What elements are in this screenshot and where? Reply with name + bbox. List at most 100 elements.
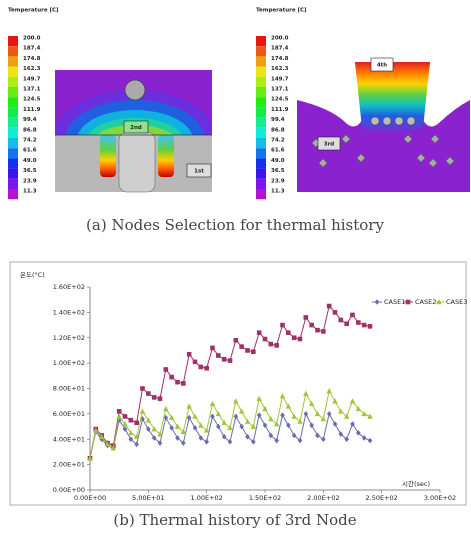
scale-label: 162.3	[271, 66, 289, 72]
point	[274, 343, 279, 348]
x-tick-label: 0.00E+00	[74, 494, 106, 502]
scale-label: 86.8	[23, 127, 37, 133]
fea-left: 2nd 1st	[53, 70, 217, 192]
scale-label: 187.4	[271, 46, 289, 52]
x-tick-label: 2.00E+02	[307, 494, 339, 502]
scale-swatch	[256, 77, 266, 87]
scale-label: 11.3	[271, 189, 285, 195]
point	[344, 321, 349, 326]
legend-label: CASE3	[446, 298, 467, 306]
scale-label: 23.9	[271, 178, 285, 184]
scale-swatch	[256, 179, 266, 189]
point	[123, 414, 128, 419]
point	[298, 337, 303, 342]
scale-label: 174.8	[23, 56, 41, 62]
point	[362, 323, 367, 328]
scale-label: 200.0	[271, 36, 289, 42]
y-tick-label: 1.20E+02	[53, 334, 85, 342]
y-axis-label: 온도(°C)	[20, 271, 45, 279]
scale-swatch	[8, 138, 18, 148]
point	[286, 330, 291, 335]
scale-label: 11.3	[23, 189, 37, 195]
scale-swatch	[8, 128, 18, 138]
scale-swatch	[256, 118, 266, 128]
point	[239, 344, 244, 349]
point	[164, 367, 169, 372]
y-tick-label: 8.00E+01	[53, 385, 85, 393]
point	[140, 386, 145, 391]
x-axis-label: 시간(sec)	[402, 479, 430, 488]
scale-swatch	[8, 118, 18, 128]
scale-label: 111.9	[271, 107, 289, 113]
point	[228, 358, 233, 363]
scale-title: Temperature [C]	[8, 8, 59, 14]
y-tick-label: 1.40E+02	[53, 308, 85, 316]
scale-label: 149.7	[271, 76, 289, 82]
scale-label: 49.0	[23, 158, 37, 164]
scale-swatch	[256, 87, 266, 97]
scale-swatch	[8, 179, 18, 189]
scale-swatch	[256, 46, 266, 56]
node-label: 4th	[377, 63, 387, 69]
scale-label: 149.7	[23, 76, 41, 82]
point	[356, 320, 361, 325]
scale-swatch	[8, 46, 18, 56]
point	[251, 349, 256, 354]
legend-label: CASE1	[384, 298, 405, 306]
x-tick-label: 1.50E+02	[249, 494, 281, 502]
point	[234, 338, 239, 343]
scale-swatch	[8, 148, 18, 158]
scale-label: 137.1	[23, 87, 41, 93]
scale-swatch	[256, 128, 266, 138]
point	[257, 330, 262, 335]
scale-swatch	[256, 107, 266, 117]
scale-label: 124.5	[271, 97, 289, 103]
caption: (a) Nodes Selection for thermal history	[86, 216, 384, 234]
point	[158, 396, 163, 401]
scale-swatch	[256, 138, 266, 148]
scale-swatch	[256, 158, 266, 168]
scale-label: 61.6	[23, 148, 37, 154]
point	[175, 380, 180, 385]
y-tick-label: 1.00E+02	[53, 359, 85, 367]
fea-right: 4th 3rd	[297, 58, 470, 192]
scale-label: 36.5	[23, 168, 37, 174]
point	[193, 360, 198, 365]
scale-swatch	[8, 87, 18, 97]
point	[152, 395, 157, 400]
figure: 2nd 1st 4th 3rd Temperature [C] Temperat…	[0, 0, 471, 533]
scale-label: 111.9	[23, 107, 41, 113]
node-label: 2nd	[130, 125, 142, 131]
x-tick-label: 5.00E+01	[132, 494, 164, 502]
point	[292, 335, 297, 340]
y-tick-label: 4.00E+01	[53, 435, 85, 443]
caption: (b) Thermal history of 3rd Node	[113, 511, 356, 529]
scale-swatch	[256, 189, 266, 199]
point	[216, 353, 221, 358]
scale-label: 49.0	[271, 158, 285, 164]
scale-label: 99.4	[271, 117, 285, 123]
point	[315, 328, 320, 333]
legend-label: CASE2	[415, 298, 436, 306]
node-label: 3rd	[324, 142, 335, 148]
point	[199, 365, 204, 370]
x-tick-label: 1.00E+02	[191, 494, 223, 502]
scale-label: 99.4	[23, 117, 37, 123]
scale-label: 36.5	[271, 168, 285, 174]
point	[181, 381, 186, 386]
scale-label: 137.1	[271, 87, 289, 93]
scale-swatch	[8, 97, 18, 107]
point	[309, 323, 314, 328]
point	[368, 324, 373, 329]
point	[269, 342, 274, 347]
y-tick-label: 2.00E+01	[53, 461, 85, 469]
scale-label: 162.3	[23, 66, 41, 72]
scale-label: 86.8	[271, 127, 285, 133]
point	[187, 352, 192, 357]
point	[327, 304, 332, 309]
scale-label: 187.4	[23, 46, 41, 52]
scale-label: 23.9	[23, 178, 37, 184]
scale-swatch	[256, 148, 266, 158]
scale-swatch	[256, 97, 266, 107]
scale-label: 61.6	[271, 148, 285, 154]
